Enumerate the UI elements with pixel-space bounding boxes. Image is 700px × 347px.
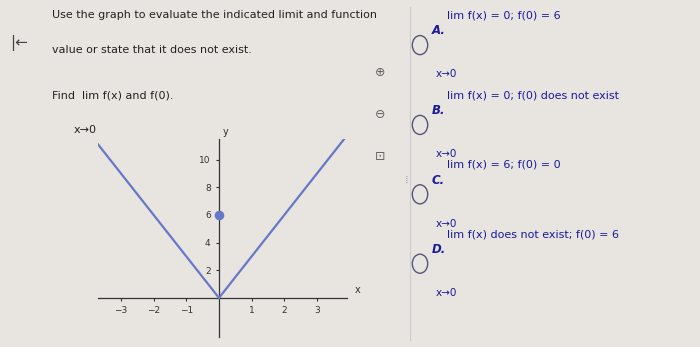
- Text: lim f(x) does not exist; f(0) = 6: lim f(x) does not exist; f(0) = 6: [447, 229, 619, 239]
- Text: Find  lim f(x) and f(0).: Find lim f(x) and f(0).: [52, 90, 174, 100]
- Text: B.: B.: [432, 104, 445, 117]
- Text: D.: D.: [432, 243, 446, 256]
- Text: x→0: x→0: [435, 219, 457, 229]
- Text: value or state that it does not exist.: value or state that it does not exist.: [52, 45, 253, 55]
- Text: lim f(x) = 0; f(0) does not exist: lim f(x) = 0; f(0) does not exist: [447, 90, 619, 100]
- Text: ⊡: ⊡: [375, 150, 385, 163]
- Point: [214, 212, 225, 218]
- Text: A.: A.: [432, 24, 446, 37]
- Text: lim f(x) = 6; f(0) = 0: lim f(x) = 6; f(0) = 0: [447, 160, 560, 170]
- Text: ⁞: ⁞: [405, 176, 408, 185]
- Text: Use the graph to evaluate the indicated limit and function: Use the graph to evaluate the indicated …: [52, 10, 377, 20]
- Text: x→0: x→0: [435, 69, 457, 79]
- Text: ⊖: ⊖: [375, 108, 385, 121]
- Text: lim f(x) = 0; f(0) = 6: lim f(x) = 0; f(0) = 6: [447, 10, 560, 20]
- Text: |←: |←: [10, 35, 29, 51]
- Text: y: y: [223, 127, 229, 137]
- Text: x: x: [355, 285, 360, 295]
- Text: x→0: x→0: [435, 288, 457, 298]
- Text: x→0: x→0: [435, 149, 457, 159]
- Text: ⊕: ⊕: [375, 66, 385, 79]
- Text: x→0: x→0: [74, 125, 97, 135]
- Text: C.: C.: [432, 174, 445, 186]
